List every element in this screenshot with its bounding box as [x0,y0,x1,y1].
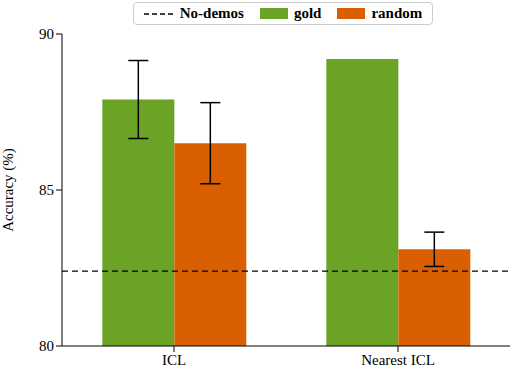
svg-text:ICL: ICL [162,352,186,368]
svg-text:Accuracy (%): Accuracy (%) [8,148,17,232]
svg-text:80: 80 [39,338,54,354]
html-text:random: random [371,5,423,21]
svg-text:Nearest ICL: Nearest ICL [361,352,435,368]
html-text:No-demos: No-demos [179,5,244,21]
svg-text:90: 90 [39,26,54,42]
svg-text:85: 85 [39,182,54,198]
html-text:gold: gold [293,5,322,21]
